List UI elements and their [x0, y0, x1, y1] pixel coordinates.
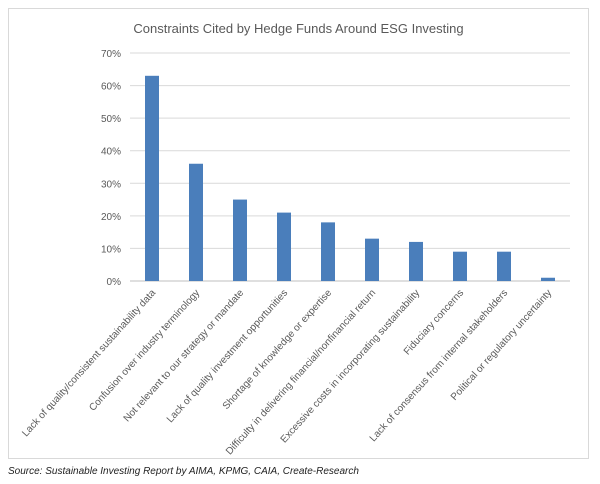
bar — [497, 251, 511, 281]
bar — [321, 222, 335, 281]
x-tick-label: Difficulty in delivering financial/nonfi… — [224, 288, 378, 458]
bar — [453, 251, 467, 281]
bar — [277, 212, 291, 281]
chart-title: Constraints Cited by Hedge Funds Around … — [133, 21, 464, 36]
bar — [189, 163, 203, 281]
bar — [409, 241, 423, 281]
y-tick-label: 40% — [101, 147, 121, 158]
bar — [145, 75, 159, 281]
bar — [365, 238, 379, 281]
y-tick-label: 60% — [101, 82, 121, 93]
bar — [233, 199, 247, 281]
y-tick-label: 70% — [101, 49, 121, 60]
y-tick-label: 10% — [101, 244, 121, 255]
source-note: Source: Sustainable Investing Report by … — [8, 466, 359, 477]
y-tick-label: 50% — [101, 114, 121, 125]
y-tick-label: 20% — [101, 212, 121, 223]
chart-frame — [8, 8, 589, 459]
y-tick-label: 0% — [107, 277, 122, 288]
y-tick-label: 30% — [101, 179, 121, 190]
bar — [541, 277, 555, 281]
